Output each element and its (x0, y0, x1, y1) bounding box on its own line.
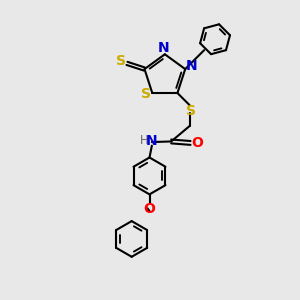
Text: O: O (191, 136, 203, 150)
Text: N: N (186, 58, 198, 73)
Text: H: H (140, 134, 148, 147)
Text: O: O (143, 202, 155, 216)
Text: N: N (158, 41, 170, 56)
Text: S: S (186, 103, 196, 118)
Text: S: S (116, 54, 126, 68)
Text: N: N (146, 134, 157, 148)
Text: S: S (141, 88, 151, 101)
